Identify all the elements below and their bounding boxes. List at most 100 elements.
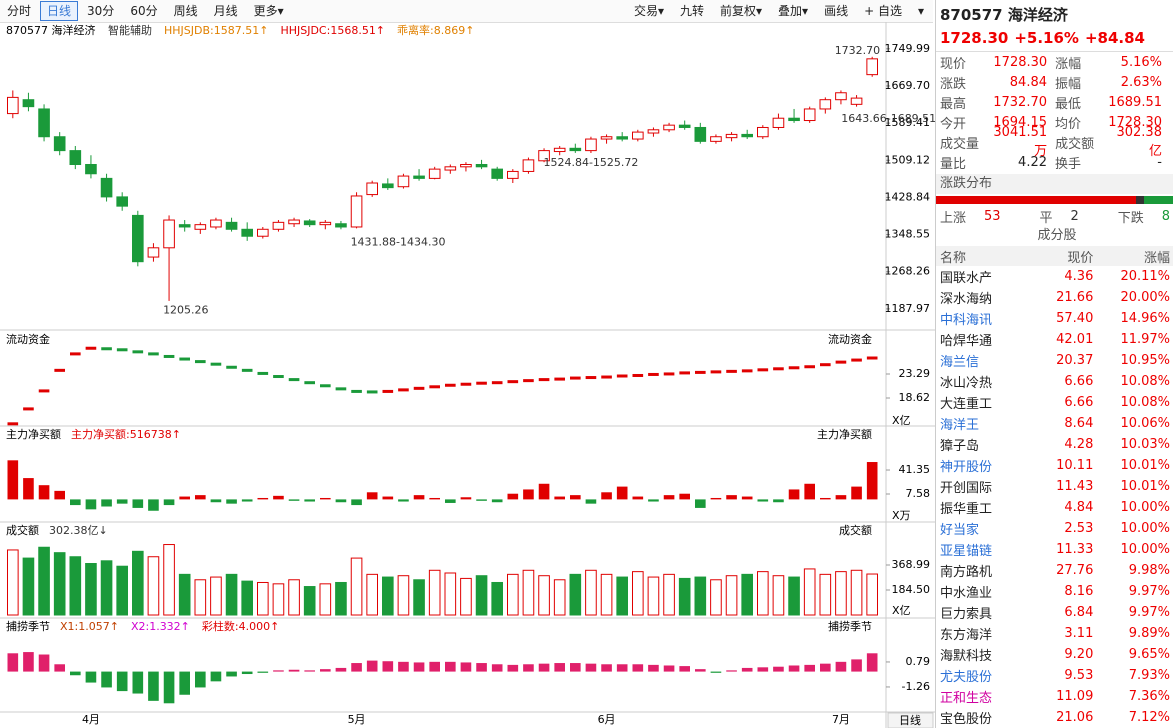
- comp-pct: 9.65%: [1128, 647, 1171, 662]
- comp-name: 中科海讯: [940, 313, 993, 328]
- quote-cell: 现价: [940, 56, 967, 72]
- bar: [804, 664, 815, 672]
- annotation: 1205.26: [163, 304, 209, 317]
- comp-row[interactable]: 东方海洋 3.11 9.89%: [936, 623, 1173, 644]
- comp-row[interactable]: 尤夫股份 9.53 7.93%: [936, 665, 1173, 686]
- comp-name: 开创国际: [940, 481, 993, 496]
- comp-row[interactable]: 南方路机 27.76 9.98%: [936, 560, 1173, 581]
- flow-segment: [195, 360, 206, 364]
- volume-bar: [178, 573, 191, 616]
- comp-row[interactable]: 神开股份 10.11 10.01%: [936, 455, 1173, 476]
- tool-button[interactable]: ▾: [917, 4, 924, 18]
- tab-button[interactable]: 更多▾: [253, 4, 284, 18]
- flow-segment: [23, 407, 34, 411]
- comp-row[interactable]: 巨力索具 6.84 9.97%: [936, 602, 1173, 623]
- comp-row[interactable]: 中水渔业 8.16 9.97%: [936, 581, 1173, 602]
- bar: [616, 486, 628, 500]
- bar: [851, 486, 862, 500]
- chart: 870577 海洋经济 智能辅助 HHJSJDB:1587.51↑ HHJSJDC:1…: [0, 22, 935, 728]
- quote-cell: 涨跌: [940, 76, 967, 92]
- tool-button[interactable]: 画线: [824, 4, 849, 18]
- flow-segment: [70, 352, 81, 356]
- flow-segment: [210, 362, 222, 366]
- flow-segment: [726, 369, 737, 373]
- bar: [398, 499, 409, 502]
- comp-price: 11.43: [1056, 479, 1094, 494]
- comp-name: 中水渔业: [940, 586, 993, 601]
- flow-segment: [741, 369, 753, 373]
- flow-segment: [804, 365, 815, 369]
- candle-body: [819, 99, 832, 110]
- candle-body: [616, 136, 628, 140]
- bar: [320, 669, 331, 672]
- tab-button[interactable]: 30分: [87, 4, 115, 18]
- bar: [179, 496, 190, 500]
- tool-button[interactable]: + 自选: [864, 4, 902, 18]
- panel-title-right: 主力净买额: [817, 427, 872, 441]
- flow-segment: [38, 389, 50, 393]
- bar: [351, 663, 362, 672]
- tool-button[interactable]: 交易▾: [633, 4, 664, 18]
- annotation: 1524.84-1525.72: [543, 156, 638, 169]
- bar: [695, 499, 706, 508]
- comp-row[interactable]: 大连重工 6.66 10.08%: [936, 392, 1173, 413]
- comp-row[interactable]: 深水海纳 21.66 20.00%: [936, 287, 1173, 308]
- volume-bar: [38, 546, 50, 616]
- comp-pct: 10.03%: [1120, 437, 1171, 452]
- flow-segment: [85, 346, 97, 350]
- comp-header-cell: 现价: [1067, 250, 1094, 266]
- comp-price: 8.64: [1064, 416, 1094, 431]
- candle-body: [663, 124, 675, 131]
- flow-segment: [757, 368, 769, 372]
- bar: [726, 495, 737, 500]
- quote-cell: 3041.51万: [993, 125, 1048, 159]
- comp-row[interactable]: 开创国际 11.43 10.01%: [936, 476, 1173, 497]
- panel-title: 流动资金: [6, 332, 50, 346]
- bar: [429, 661, 440, 672]
- bar: [491, 664, 503, 672]
- comp-row[interactable]: 獐子岛 4.28 10.03%: [936, 434, 1173, 455]
- bar: [163, 499, 175, 506]
- tool-button[interactable]: 九转: [680, 4, 705, 18]
- comp-row[interactable]: 中科海讯 57.40 14.96%: [936, 308, 1173, 329]
- comp-row[interactable]: 亚星锚链 11.33 10.00%: [936, 539, 1173, 560]
- candle-body: [38, 108, 50, 138]
- comp-row[interactable]: 振华重工 4.84 10.00%: [936, 497, 1173, 518]
- comp-row[interactable]: 冰山冷热 6.66 10.08%: [936, 371, 1173, 392]
- y-tick-label: -1.26: [902, 680, 930, 693]
- comp-row[interactable]: 正和生态 11.09 7.36%: [936, 686, 1173, 707]
- comp-row[interactable]: 国联水产 4.36 20.11%: [936, 266, 1173, 287]
- volume-bar: [132, 550, 144, 616]
- flow-segment: [335, 387, 347, 391]
- volume-bar: [616, 576, 628, 616]
- comp-row[interactable]: 海洋王 8.64 10.06%: [936, 413, 1173, 434]
- tab-button[interactable]: 月线: [213, 4, 238, 18]
- comp-row[interactable]: 宝色股份 21.06 7.12%: [936, 707, 1173, 728]
- flow-segment: [163, 354, 175, 358]
- comp-row[interactable]: 哈焊华通 42.01 11.97%: [936, 329, 1173, 350]
- flow-segment: [398, 388, 409, 392]
- volume-bar: [335, 581, 347, 616]
- comp-row[interactable]: 海兰信 20.37 10.95%: [936, 350, 1173, 371]
- tool-button[interactable]: 前复权▾: [720, 4, 763, 18]
- bar: [648, 664, 659, 672]
- tab-button[interactable]: 日线: [40, 1, 79, 21]
- comp-row[interactable]: 好当家 2.53 10.00%: [936, 518, 1173, 539]
- comp-pct: 10.08%: [1120, 395, 1171, 410]
- candle-body: [538, 150, 550, 162]
- y-tick-label: 41.35: [899, 463, 931, 476]
- comp-row[interactable]: 海默科技 9.20 9.65%: [936, 644, 1173, 665]
- comp-title: 成分股: [936, 226, 1173, 246]
- volume-bar: [194, 579, 207, 616]
- tab-button[interactable]: 分时: [7, 4, 32, 18]
- volume-bar: [350, 557, 363, 616]
- tab-button[interactable]: 60分: [130, 4, 158, 18]
- flow-segment: [538, 378, 550, 382]
- volume-bar: [241, 580, 253, 616]
- candle-body: [116, 196, 128, 207]
- tool-button[interactable]: 叠加▾: [778, 4, 809, 18]
- comp-pct: 10.06%: [1120, 416, 1171, 431]
- tab-button[interactable]: 周线: [173, 4, 198, 18]
- candle-body: [710, 136, 722, 142]
- panel-title-right: 流动资金: [828, 332, 872, 346]
